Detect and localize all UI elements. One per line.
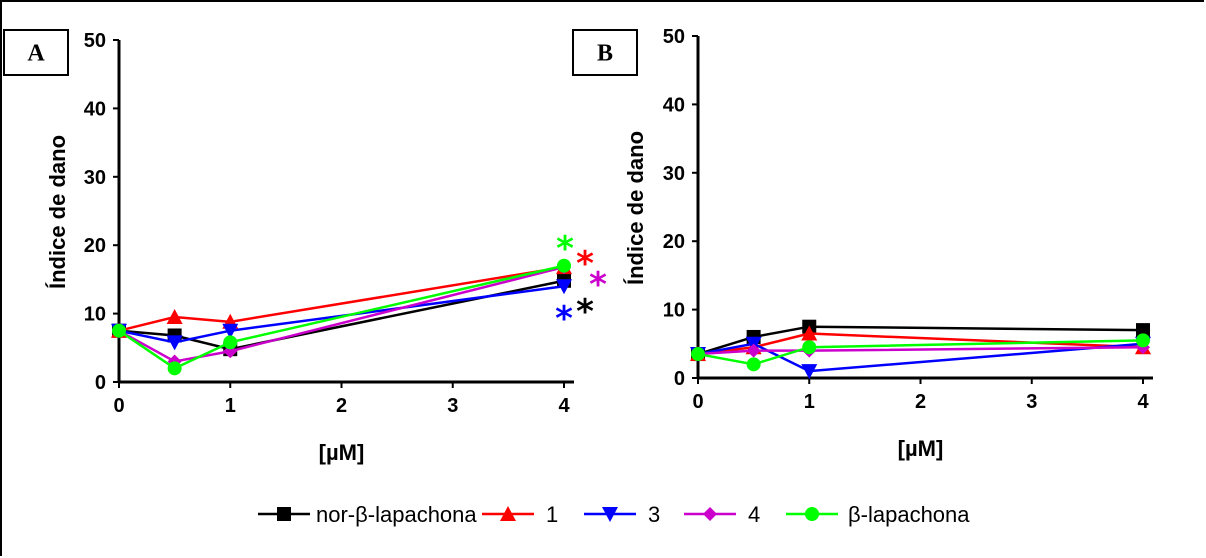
x-tick-label: 2 bbox=[336, 395, 347, 417]
series-β-lapachona bbox=[112, 258, 571, 376]
data-point bbox=[1136, 333, 1150, 348]
data-point bbox=[1136, 323, 1150, 338]
series-line bbox=[118, 279, 565, 351]
x-tick-label: 4 bbox=[1137, 391, 1149, 413]
legend-marker bbox=[500, 506, 516, 521]
y-tick-label: 40 bbox=[84, 98, 106, 120]
y-tick-label: 30 bbox=[84, 167, 106, 189]
legend-entry: 1 bbox=[482, 502, 558, 527]
x-axis-title: [µM] bbox=[319, 440, 365, 465]
y-tick-label: 0 bbox=[95, 372, 106, 394]
y-tick-label: 50 bbox=[84, 30, 106, 52]
x-tick-label: 3 bbox=[1026, 391, 1037, 413]
data-point bbox=[223, 335, 238, 350]
legend-marker bbox=[277, 507, 291, 521]
data-point bbox=[222, 323, 239, 339]
panel-label-box bbox=[3, 29, 69, 76]
x-tick-label: 0 bbox=[692, 391, 703, 413]
data-point bbox=[167, 361, 182, 376]
data-point bbox=[166, 309, 183, 325]
series-line bbox=[697, 345, 1144, 356]
panel-label: B bbox=[597, 41, 613, 67]
legend-marker bbox=[805, 507, 819, 521]
y-tick-label: 30 bbox=[663, 163, 685, 185]
significance-asterisk: * bbox=[589, 265, 607, 305]
legend-marker bbox=[602, 507, 618, 522]
x-axis-title: [µM] bbox=[898, 436, 944, 461]
data-point bbox=[746, 357, 761, 372]
data-point bbox=[801, 325, 818, 341]
data-point bbox=[166, 335, 183, 351]
series-line bbox=[118, 264, 565, 370]
legend-entry: β-lapachona bbox=[786, 502, 970, 527]
chart-panel-b: B 0 10 20 30 40 50 0 1 2 3 4 Índice de dano [µM] bbox=[572, 26, 1153, 461]
series-β-lapachona bbox=[691, 333, 1150, 372]
data-point bbox=[801, 364, 818, 380]
y-axis-title: Índice de dano bbox=[45, 135, 70, 289]
panel-label: A bbox=[27, 41, 45, 67]
legend-label: β-lapachona bbox=[848, 502, 970, 527]
y-tick-label: 40 bbox=[663, 94, 685, 116]
legend-entry: nor-β-lapachona bbox=[258, 502, 477, 527]
series-nor-β-lapachona bbox=[691, 319, 1150, 362]
y-tick-label: 20 bbox=[663, 231, 685, 253]
x-tick-label: 2 bbox=[915, 391, 926, 413]
y-axis-title: Índice de dano bbox=[623, 131, 648, 285]
data-point bbox=[556, 279, 572, 295]
data-point bbox=[691, 347, 705, 362]
data-point bbox=[112, 323, 126, 338]
x-tick-label: 0 bbox=[113, 395, 124, 417]
y-tick-label: 20 bbox=[84, 235, 106, 257]
y-tick-label: 10 bbox=[663, 300, 685, 322]
series-line bbox=[697, 332, 1144, 356]
series-line bbox=[697, 325, 1144, 356]
x-tick-label: 1 bbox=[804, 391, 815, 413]
data-point bbox=[746, 343, 761, 358]
y-tick-label: 0 bbox=[674, 368, 685, 390]
panel-label-box bbox=[572, 29, 638, 76]
significance-asterisk: * bbox=[576, 244, 594, 284]
series-line bbox=[697, 339, 1144, 366]
legend-label: 1 bbox=[546, 502, 558, 527]
data-point bbox=[802, 340, 817, 355]
legend-label: 4 bbox=[748, 502, 760, 527]
x-tick-label: 4 bbox=[558, 395, 570, 417]
series-line bbox=[118, 285, 565, 344]
legend-label: nor-β-lapachona bbox=[316, 502, 477, 527]
data-point bbox=[557, 258, 571, 273]
significance-asterisk: * bbox=[556, 229, 574, 269]
y-tick-label: 10 bbox=[84, 304, 106, 326]
legend: nor-β-lapachona 1 3 4 β-lapachona bbox=[258, 502, 970, 527]
legend-label: 3 bbox=[648, 502, 660, 527]
series-3 bbox=[111, 279, 572, 351]
x-tick-label: 3 bbox=[447, 395, 458, 417]
series-line bbox=[118, 265, 565, 332]
significance-asterisk: * bbox=[576, 292, 594, 332]
legend-entry: 4 bbox=[684, 502, 760, 527]
x-tick-label: 1 bbox=[225, 395, 236, 417]
series-line bbox=[697, 342, 1144, 373]
significance-asterisk: * bbox=[555, 299, 573, 339]
y-tick-label: 50 bbox=[663, 26, 685, 48]
legend-entry: 3 bbox=[584, 502, 660, 527]
legend-marker bbox=[703, 507, 717, 521]
